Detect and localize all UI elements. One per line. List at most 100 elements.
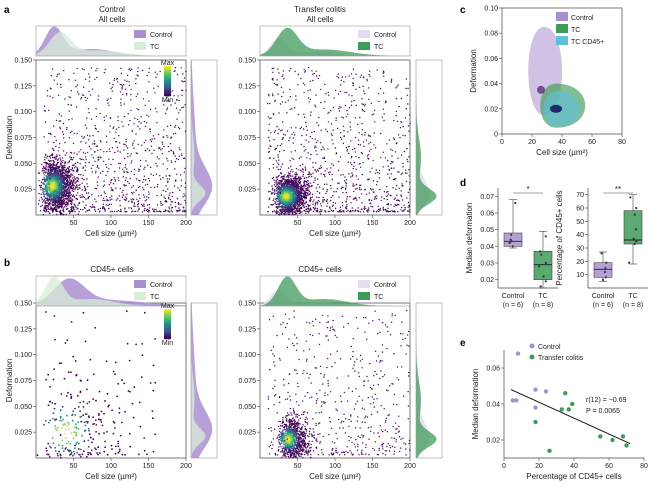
data-point <box>66 207 69 210</box>
data-point <box>120 72 123 75</box>
data-point <box>97 158 100 161</box>
data-point <box>183 171 185 173</box>
data-point <box>360 152 363 154</box>
data-point <box>73 204 76 206</box>
data-point <box>279 201 281 204</box>
data-point <box>368 178 370 180</box>
data-point <box>58 186 60 188</box>
data-point <box>52 183 54 185</box>
data-point <box>295 207 297 210</box>
data-point <box>325 128 327 130</box>
data-point <box>297 84 299 86</box>
data-point <box>396 203 399 206</box>
data-point <box>296 211 299 213</box>
data-point <box>113 177 115 179</box>
data-point <box>274 100 276 103</box>
data-point <box>283 78 285 80</box>
data-point <box>379 209 381 212</box>
data-point <box>45 154 47 156</box>
data-point <box>53 192 55 195</box>
data-point <box>82 209 84 211</box>
colorbar-min: Min <box>162 97 173 104</box>
data-point <box>279 103 282 105</box>
data-point <box>320 211 322 213</box>
data-point <box>64 141 66 144</box>
data-point <box>135 78 137 80</box>
data-point <box>44 190 46 192</box>
data-point <box>382 166 384 168</box>
data-point <box>153 210 155 212</box>
data-point <box>130 153 132 155</box>
data-point <box>171 211 173 213</box>
data-point <box>408 169 410 171</box>
data-point <box>184 167 186 170</box>
data-point <box>76 153 78 155</box>
data-point <box>71 183 74 185</box>
data-point <box>350 202 352 204</box>
data-point <box>308 141 310 143</box>
data-point <box>76 167 78 169</box>
data-point <box>51 177 53 179</box>
data-point <box>130 99 132 101</box>
data-point <box>88 161 90 164</box>
data-point <box>171 161 173 164</box>
data-point <box>110 97 112 100</box>
x-axis-label: Cell size (µm²) <box>85 229 137 238</box>
data-point <box>315 169 317 171</box>
data-point <box>125 184 127 187</box>
data-point <box>306 182 308 184</box>
data-point <box>280 195 283 197</box>
data-point <box>296 173 298 175</box>
data-point <box>296 183 298 185</box>
data-point <box>47 195 50 197</box>
data-point <box>144 184 147 186</box>
data-point <box>340 84 342 86</box>
data-point <box>141 205 144 207</box>
data-point <box>130 170 133 173</box>
data-point <box>123 143 125 145</box>
data-point <box>295 99 297 101</box>
data-point <box>43 210 45 212</box>
data-point <box>362 110 364 112</box>
data-point <box>292 211 294 213</box>
data-point <box>268 129 270 132</box>
data-point <box>109 182 112 184</box>
data-point <box>301 211 303 213</box>
data-point <box>308 175 311 178</box>
data-point <box>119 91 122 93</box>
data-point <box>57 179 59 181</box>
data-point <box>384 101 387 104</box>
data-point <box>407 125 410 127</box>
data-point <box>300 198 302 200</box>
data-point <box>68 79 70 81</box>
data-point <box>123 171 125 173</box>
data-point <box>72 164 74 167</box>
data-point <box>102 197 105 199</box>
data-point <box>71 185 73 187</box>
colorbar-step <box>164 76 171 78</box>
data-point <box>134 210 137 213</box>
data-point <box>357 210 360 213</box>
data-point <box>303 68 305 71</box>
data-point <box>305 180 307 183</box>
data-point <box>56 73 59 76</box>
data-point <box>327 148 329 150</box>
data-point <box>293 207 296 209</box>
data-point <box>349 196 351 198</box>
data-point <box>407 191 409 194</box>
data-point <box>174 201 176 204</box>
data-point <box>150 140 153 143</box>
data-point <box>47 208 50 210</box>
data-point <box>121 88 123 90</box>
data-point <box>96 165 99 167</box>
data-point <box>83 136 86 138</box>
data-point <box>339 156 342 158</box>
data-point <box>268 157 271 159</box>
data-point <box>133 168 136 171</box>
data-point <box>364 188 366 191</box>
data-point <box>280 188 282 190</box>
data-point <box>294 70 296 73</box>
data-point <box>319 142 322 144</box>
data-point <box>115 187 117 189</box>
data-point <box>371 114 373 116</box>
